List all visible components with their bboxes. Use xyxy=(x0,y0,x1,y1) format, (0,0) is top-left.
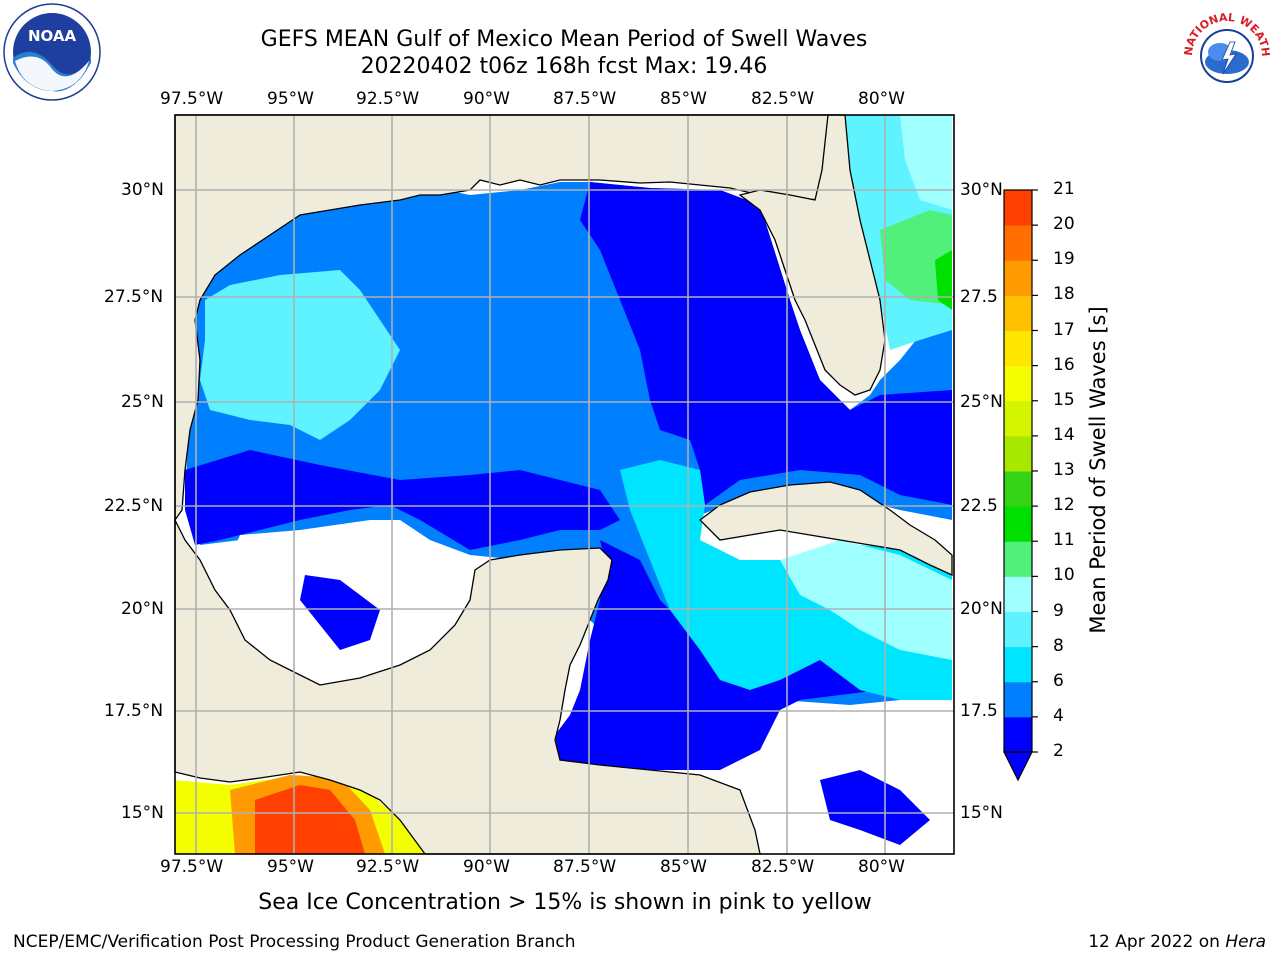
nws-logo: NATIONAL WEATHER SERVICE xyxy=(1178,4,1276,102)
lon-label-top: 92.5°W xyxy=(356,89,420,109)
swell-zone-10-11s-atlantic xyxy=(935,250,952,310)
lon-label-bottom: 95°W xyxy=(267,857,314,877)
colorbar-title: Mean Period of Swell Waves [s] xyxy=(1086,306,1110,634)
footer-date: 12 Apr 2022 on Hera xyxy=(1088,932,1266,952)
map-frame xyxy=(174,114,955,855)
map-gridlines xyxy=(175,115,954,854)
lon-label-top: 85°W xyxy=(660,89,707,109)
swell-patch-caribbean xyxy=(820,770,930,845)
land-masses xyxy=(174,114,953,855)
colorbar-tick-label: 13 xyxy=(1053,460,1075,480)
swell-period-field xyxy=(175,115,952,854)
colorbar-tick-label: 4 xyxy=(1053,705,1064,726)
lat-label-left: 27.5°N xyxy=(104,287,164,307)
lon-label-top: 80°W xyxy=(858,89,905,109)
lon-label-top: 95°W xyxy=(267,89,314,109)
footer-credit: NCEP/EMC/Verification Post Processing Pr… xyxy=(13,932,576,952)
lon-label-bottom: 87.5°W xyxy=(553,857,617,877)
swell-zone-19-20s-pacific xyxy=(255,785,365,854)
lat-label-left: 25°N xyxy=(121,392,164,412)
lat-label-right: 22.5 xyxy=(960,496,998,516)
swell-zone-6-8s-caribbean xyxy=(780,540,952,660)
lat-label-right: 20°N xyxy=(960,599,1003,619)
swell-zone-4-6s-caribbean xyxy=(620,460,952,700)
land-florida xyxy=(738,114,886,396)
sea-ice-note: Sea Ice Concentration > 15% is shown in … xyxy=(258,890,872,915)
colorbar-tick-label: 21 xyxy=(1053,179,1075,199)
colorbar-tick-label: 9 xyxy=(1053,600,1064,621)
lat-label-right: 15°N xyxy=(960,803,1003,823)
lon-label-top: 82.5°W xyxy=(751,89,815,109)
footer-date-text: 12 Apr 2022 on xyxy=(1088,932,1226,952)
lat-label-left: 17.5°N xyxy=(104,701,164,721)
noaa-logo: NOAA xyxy=(3,3,101,101)
map-title: GEFS MEAN Gulf of Mexico Mean Period of … xyxy=(260,27,868,52)
lon-label-bottom: 85°W xyxy=(660,857,707,877)
colorbar-tick-label: 15 xyxy=(1053,389,1075,410)
colorbar-tick-label: 14 xyxy=(1053,424,1075,445)
lon-label-bottom: 90°W xyxy=(463,857,510,877)
lat-label-left: 22.5°N xyxy=(104,496,164,516)
footer-machine: Hera xyxy=(1225,932,1266,952)
lat-label-left: 20°N xyxy=(121,599,164,619)
swell-patch-campeche xyxy=(300,575,380,650)
map-subtitle: 20220402 t06z 168h fcst Max: 19.46 xyxy=(360,54,768,79)
land-mexico-central-america xyxy=(174,519,761,855)
lat-label-left: 15°N xyxy=(121,803,164,823)
colorbar-tick-label: 20 xyxy=(1053,214,1075,235)
colorbar-tick-label: 17 xyxy=(1053,319,1075,340)
swell-zone-below-2s-east xyxy=(580,182,952,505)
lat-label-right: 17.5 xyxy=(960,701,998,721)
lon-label-bottom: 80°W xyxy=(858,857,905,877)
noaa-logo-text: NOAA xyxy=(28,27,77,45)
colorbar-tick-label: 6 xyxy=(1053,670,1064,691)
colorbar-tick-label: 2 xyxy=(1053,741,1064,761)
lon-label-top: 87.5°W xyxy=(553,89,617,109)
lat-label-right: 25°N xyxy=(960,392,1003,412)
lon-label-bottom: 82.5°W xyxy=(751,857,815,877)
lon-label-bottom: 97.5°W xyxy=(160,857,224,877)
lat-label-left: 30°N xyxy=(121,180,164,200)
colorbar-tick-label: 8 xyxy=(1053,635,1064,656)
colorbar-tick-label: 19 xyxy=(1053,249,1075,270)
colorbar-tick-label: 18 xyxy=(1053,284,1075,305)
lon-label-top: 90°W xyxy=(463,89,510,109)
swell-zone-9-10s-atlantic xyxy=(880,210,952,305)
colorbar-tick-label: 16 xyxy=(1053,354,1075,375)
colorbar-tick-label: 11 xyxy=(1053,530,1075,551)
colorbar-tick-label: 12 xyxy=(1053,495,1075,516)
colorbar-tick-label: 10 xyxy=(1053,565,1075,586)
lat-label-right: 30°N xyxy=(960,180,1003,200)
lon-label-bottom: 92.5°W xyxy=(356,857,420,877)
lat-label-right: 27.5 xyxy=(960,287,998,307)
swell-zone-8-9s-atlantic xyxy=(900,115,952,210)
swell-zone-below-2s-south xyxy=(555,540,880,770)
swell-zone-4-6s-west xyxy=(200,270,400,440)
lon-label-top: 97.5°W xyxy=(160,89,224,109)
